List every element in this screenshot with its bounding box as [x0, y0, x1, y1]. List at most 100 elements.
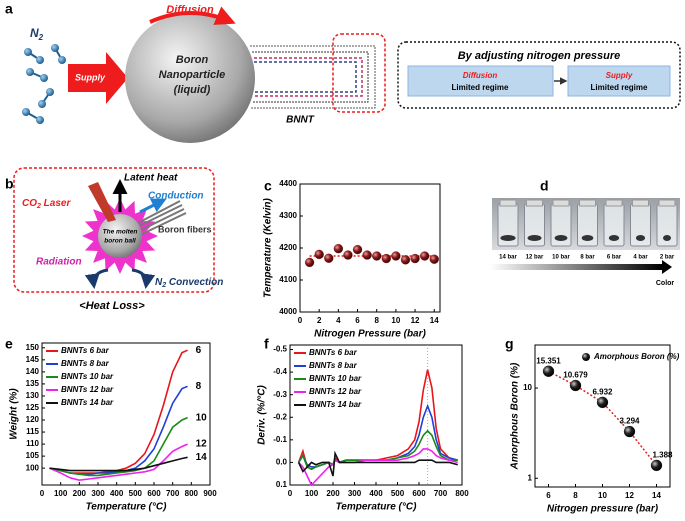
y-tick-label: 110 [26, 439, 39, 448]
legend-label: Amorphous Boron (%) [593, 352, 680, 361]
x-tick-label: 12 [411, 316, 420, 325]
x-tick-label: 8 [573, 491, 578, 500]
color-arrow [662, 260, 672, 274]
x-tick-label: 0 [298, 316, 303, 325]
y-tick-label: 105 [26, 451, 40, 460]
fibers-label: Boron fibers [158, 224, 212, 234]
panel-label: e [5, 336, 13, 352]
x-tick-label: 700 [166, 489, 180, 498]
end-label: 10 [196, 412, 208, 423]
x-tick-label: 100 [305, 489, 319, 498]
vial-cap [658, 199, 676, 207]
x-tick-label: 12 [625, 491, 634, 500]
point [352, 244, 363, 255]
y-axis-label: Weight (%) [9, 388, 20, 440]
sample [527, 235, 542, 241]
point [304, 257, 315, 268]
diffusion-label: Diffusion [166, 4, 214, 16]
end-label: 14 [196, 452, 208, 463]
series-line [297, 429, 458, 471]
x-tick-label: 200 [326, 489, 340, 498]
y-tick-label: -0.1 [273, 435, 287, 444]
y-axis-label: Amorphous Boron (%) [510, 362, 521, 470]
point [420, 251, 430, 261]
heat-box [13, 167, 215, 293]
panel-label: c [264, 178, 272, 194]
legend-label: BNNTs 12 bar [309, 387, 362, 396]
series-line [49, 349, 188, 474]
point [391, 251, 401, 261]
x-tick-label: 0 [288, 489, 293, 498]
boron-particle [125, 13, 255, 143]
point [362, 250, 372, 260]
legend-label: BNNTs 14 bar [61, 398, 114, 407]
heat-loss-label: <Heat Loss> [79, 300, 145, 312]
x-tick-label: 400 [110, 489, 124, 498]
conduction-label: Conduction [148, 191, 204, 202]
regime-label: Limited regime [452, 83, 509, 92]
y-tick-label: 125 [26, 403, 40, 412]
end-label: 6 [196, 345, 202, 356]
y-tick-label: 145 [26, 355, 40, 364]
x-axis-label: Nitrogen pressure (bar) [547, 504, 659, 515]
x-tick-label: 0 [40, 489, 45, 498]
color-label: Color [656, 280, 675, 287]
laser-label: CO2 Laser [22, 198, 71, 210]
boron-fibers [134, 200, 187, 237]
point [372, 251, 382, 261]
x-tick-label: 200 [73, 489, 87, 498]
data-label: 15.351 [536, 356, 561, 365]
series-line [297, 369, 458, 471]
series-line [297, 450, 458, 477]
ball-label: The molten [103, 229, 138, 236]
point [333, 243, 344, 254]
x-tick-label: 2 [317, 316, 322, 325]
n2-sub: 2 [38, 33, 44, 42]
point [410, 253, 420, 264]
point [650, 459, 663, 472]
y-tick-label: 115 [26, 427, 39, 436]
x-tick-label: 800 [185, 489, 199, 498]
point [381, 253, 391, 264]
molecules [22, 44, 66, 124]
point [400, 255, 411, 265]
legend-label: BNNTs 14 bar [309, 400, 362, 409]
bnnt-label: BNNT [286, 115, 315, 126]
y-tick-label: 0.0 [276, 458, 288, 467]
x-tick-label: 14 [652, 491, 661, 500]
convection-label: N2 Convection [155, 277, 223, 289]
x-tick-label: 900 [203, 489, 217, 498]
particle-label: (liquid) [174, 84, 211, 96]
sample [500, 235, 516, 241]
series-line [49, 456, 188, 472]
y-tick-label: 4000 [279, 307, 297, 316]
vial-cap [579, 199, 596, 207]
x-tick-label: 300 [91, 489, 105, 498]
laser-beam [88, 182, 116, 222]
point [429, 254, 439, 264]
x-tick-label: 400 [369, 489, 383, 498]
pressure-title: By adjusting nitrogen pressure [458, 50, 621, 62]
regime-box [567, 65, 671, 97]
latent-label: Latent heat [124, 173, 178, 184]
sample [635, 235, 646, 241]
y-tick-label: -0.2 [273, 412, 287, 421]
vial-cap [632, 199, 649, 207]
legend-label: BNNTs 12 bar [61, 385, 114, 394]
y-tick-label: 0.1 [276, 480, 288, 489]
y-tick-label: -0.3 [273, 390, 287, 399]
data-label: 10.679 [563, 371, 588, 380]
regime-box [407, 65, 554, 97]
y-tick-label: 10 [523, 383, 532, 392]
x-tick-label: 14 [430, 316, 439, 325]
laser-main: CO [22, 198, 37, 209]
x-tick-label: 800 [455, 489, 469, 498]
sample [581, 235, 594, 241]
plot-frame [534, 344, 671, 488]
x-tick-label: 700 [434, 489, 448, 498]
data-label: 6.932 [592, 388, 613, 397]
color-gradient [490, 264, 662, 270]
series-line [297, 403, 458, 468]
x-tick-label: 6 [355, 316, 360, 325]
